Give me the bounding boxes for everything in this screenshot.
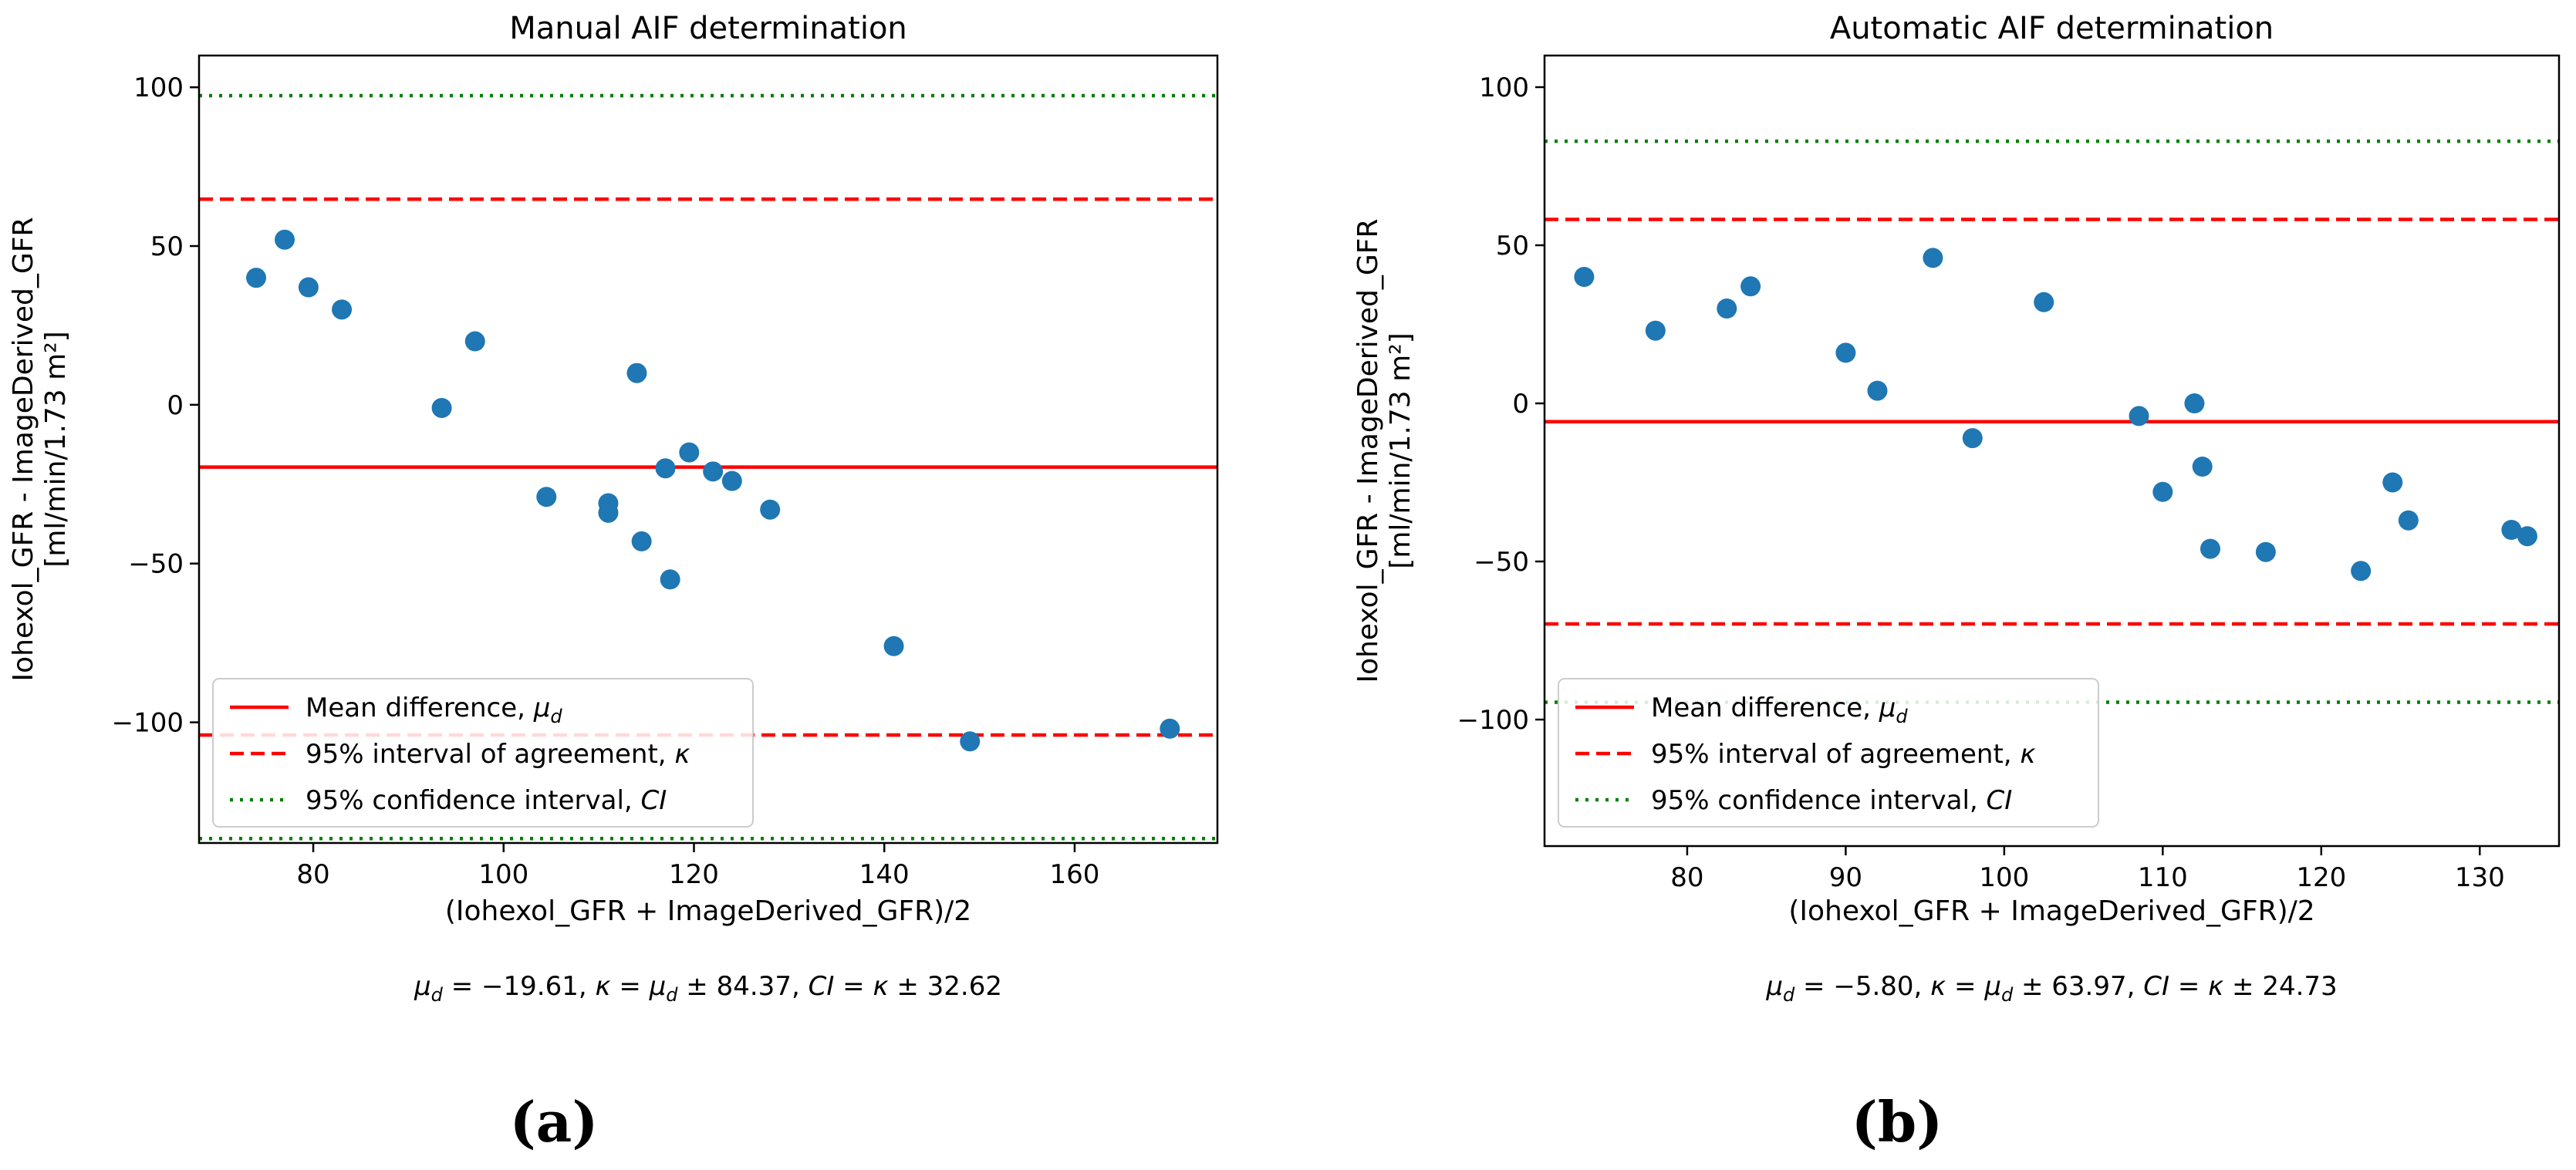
x-tick-label: 90 xyxy=(1829,862,1862,893)
legend: Mean difference, μd 95% interval of agree… xyxy=(1558,678,2099,828)
data-point xyxy=(721,470,742,491)
data-point xyxy=(1645,320,1666,341)
data-point xyxy=(298,277,319,298)
legend-box xyxy=(1558,678,2099,828)
data-point xyxy=(464,331,485,352)
data-point xyxy=(1923,248,1943,268)
data-point xyxy=(332,299,353,320)
chart-a: Manual AIF determination 80 100 120 140 160 10… xyxy=(8,11,1219,1155)
y-tick-label: 0 xyxy=(167,390,184,421)
panel-label: (a) xyxy=(510,1089,599,1155)
data-point xyxy=(679,442,700,463)
x-tick-label: 80 xyxy=(296,859,329,890)
x-tick-label: 120 xyxy=(669,859,719,890)
data-point xyxy=(246,268,267,288)
x-tick-label: 100 xyxy=(1979,862,2029,893)
data-point xyxy=(703,461,724,482)
legend-confidence-label: 95% confidence interval, CI xyxy=(306,785,667,816)
y-axis-label: Iohexol_GFR - ImageDerived_GFR xyxy=(8,217,39,681)
y-axis-label: Iohexol_GFR - ImageDerived_GFR xyxy=(1352,218,1384,683)
legend-agreement-label: 95% interval of agreement, κ xyxy=(1651,739,2035,770)
data-point xyxy=(2501,520,2522,540)
data-point xyxy=(275,229,295,250)
data-point xyxy=(1867,380,1888,401)
x-axis-label: (Iohexol_GFR + ImageDerived_GFR)/2 xyxy=(445,895,971,927)
legend: Mean difference, μd 95% interval of agree… xyxy=(212,678,754,828)
stats-annotation: μd = −19.61, κ = μd ± 84.37, CI = κ ± 32… xyxy=(414,971,1002,1006)
y-tick-label: 100 xyxy=(133,72,184,103)
legend-mean-label: Mean difference, μd xyxy=(306,693,562,727)
legend-agreement-label: 95% interval of agreement, κ xyxy=(306,739,690,770)
chart-b: Automatic AIF determination 80 90 100 110 120… xyxy=(1352,11,2561,1155)
panel-label: (b) xyxy=(1852,1089,1943,1155)
data-point xyxy=(1574,267,1595,287)
legend-mean-label: Mean difference, μd xyxy=(1651,693,1908,727)
plot-frame xyxy=(198,54,1219,845)
data-point xyxy=(1835,342,1856,363)
y-tick-label: 0 xyxy=(1512,389,1529,420)
data-point xyxy=(2184,393,2205,413)
y-tick-label: 50 xyxy=(1496,231,1529,261)
data-point xyxy=(1740,276,1761,297)
data-point xyxy=(2255,541,2276,562)
data-point xyxy=(431,397,452,418)
stats-annotation: μd = −5.80, κ = μd ± 63.97, CI = κ ± 24.… xyxy=(1765,971,2337,1006)
y-tick-label: −50 xyxy=(128,549,184,580)
data-point xyxy=(2517,526,2537,547)
x-tick-label: 160 xyxy=(1050,859,1100,890)
legend-confidence-label: 95% confidence interval, CI xyxy=(1651,785,2012,816)
data-point xyxy=(2200,538,2220,559)
data-point xyxy=(598,502,619,523)
chart-title: Automatic AIF determination xyxy=(1830,11,2274,46)
data-point xyxy=(2382,472,2403,493)
data-point xyxy=(1160,718,1180,739)
x-tick-label: 100 xyxy=(478,859,528,890)
data-point xyxy=(883,636,904,656)
data-point xyxy=(2034,292,2054,312)
data-point xyxy=(655,458,676,479)
x-tick-label: 120 xyxy=(2296,862,2346,893)
data-point xyxy=(2398,510,2419,531)
data-point xyxy=(1717,298,1737,319)
plot-frame xyxy=(1543,54,2561,848)
y-axis-units: [ml/min/1.73 m²] xyxy=(1385,332,1416,568)
chart-title: Manual AIF determination xyxy=(509,11,907,46)
x-tick-label: 130 xyxy=(2455,862,2505,893)
data-point xyxy=(960,731,981,752)
y-tick-label: 100 xyxy=(1479,72,1529,103)
y-tick-label: 50 xyxy=(150,231,184,262)
data-point xyxy=(626,362,647,383)
x-tick-label: 80 xyxy=(1670,862,1703,893)
data-point xyxy=(660,569,680,590)
legend-box xyxy=(212,678,754,828)
x-axis-label: (Iohexol_GFR + ImageDerived_GFR)/2 xyxy=(1788,895,2314,927)
y-tick-label: −100 xyxy=(1457,705,1529,736)
x-tick-label: 110 xyxy=(2138,862,2188,893)
y-tick-label: −50 xyxy=(1474,547,1529,578)
data-point xyxy=(2129,406,2149,427)
data-point xyxy=(2351,561,2372,582)
x-tick-label: 140 xyxy=(859,859,910,890)
y-tick-label: −100 xyxy=(112,708,184,739)
data-point xyxy=(536,487,557,507)
y-axis-units: [ml/min/1.73 m²] xyxy=(40,331,72,567)
data-point xyxy=(2192,457,2213,477)
data-point xyxy=(760,499,781,520)
data-point xyxy=(2152,481,2173,502)
data-point xyxy=(631,531,652,551)
data-point xyxy=(1962,428,1983,449)
